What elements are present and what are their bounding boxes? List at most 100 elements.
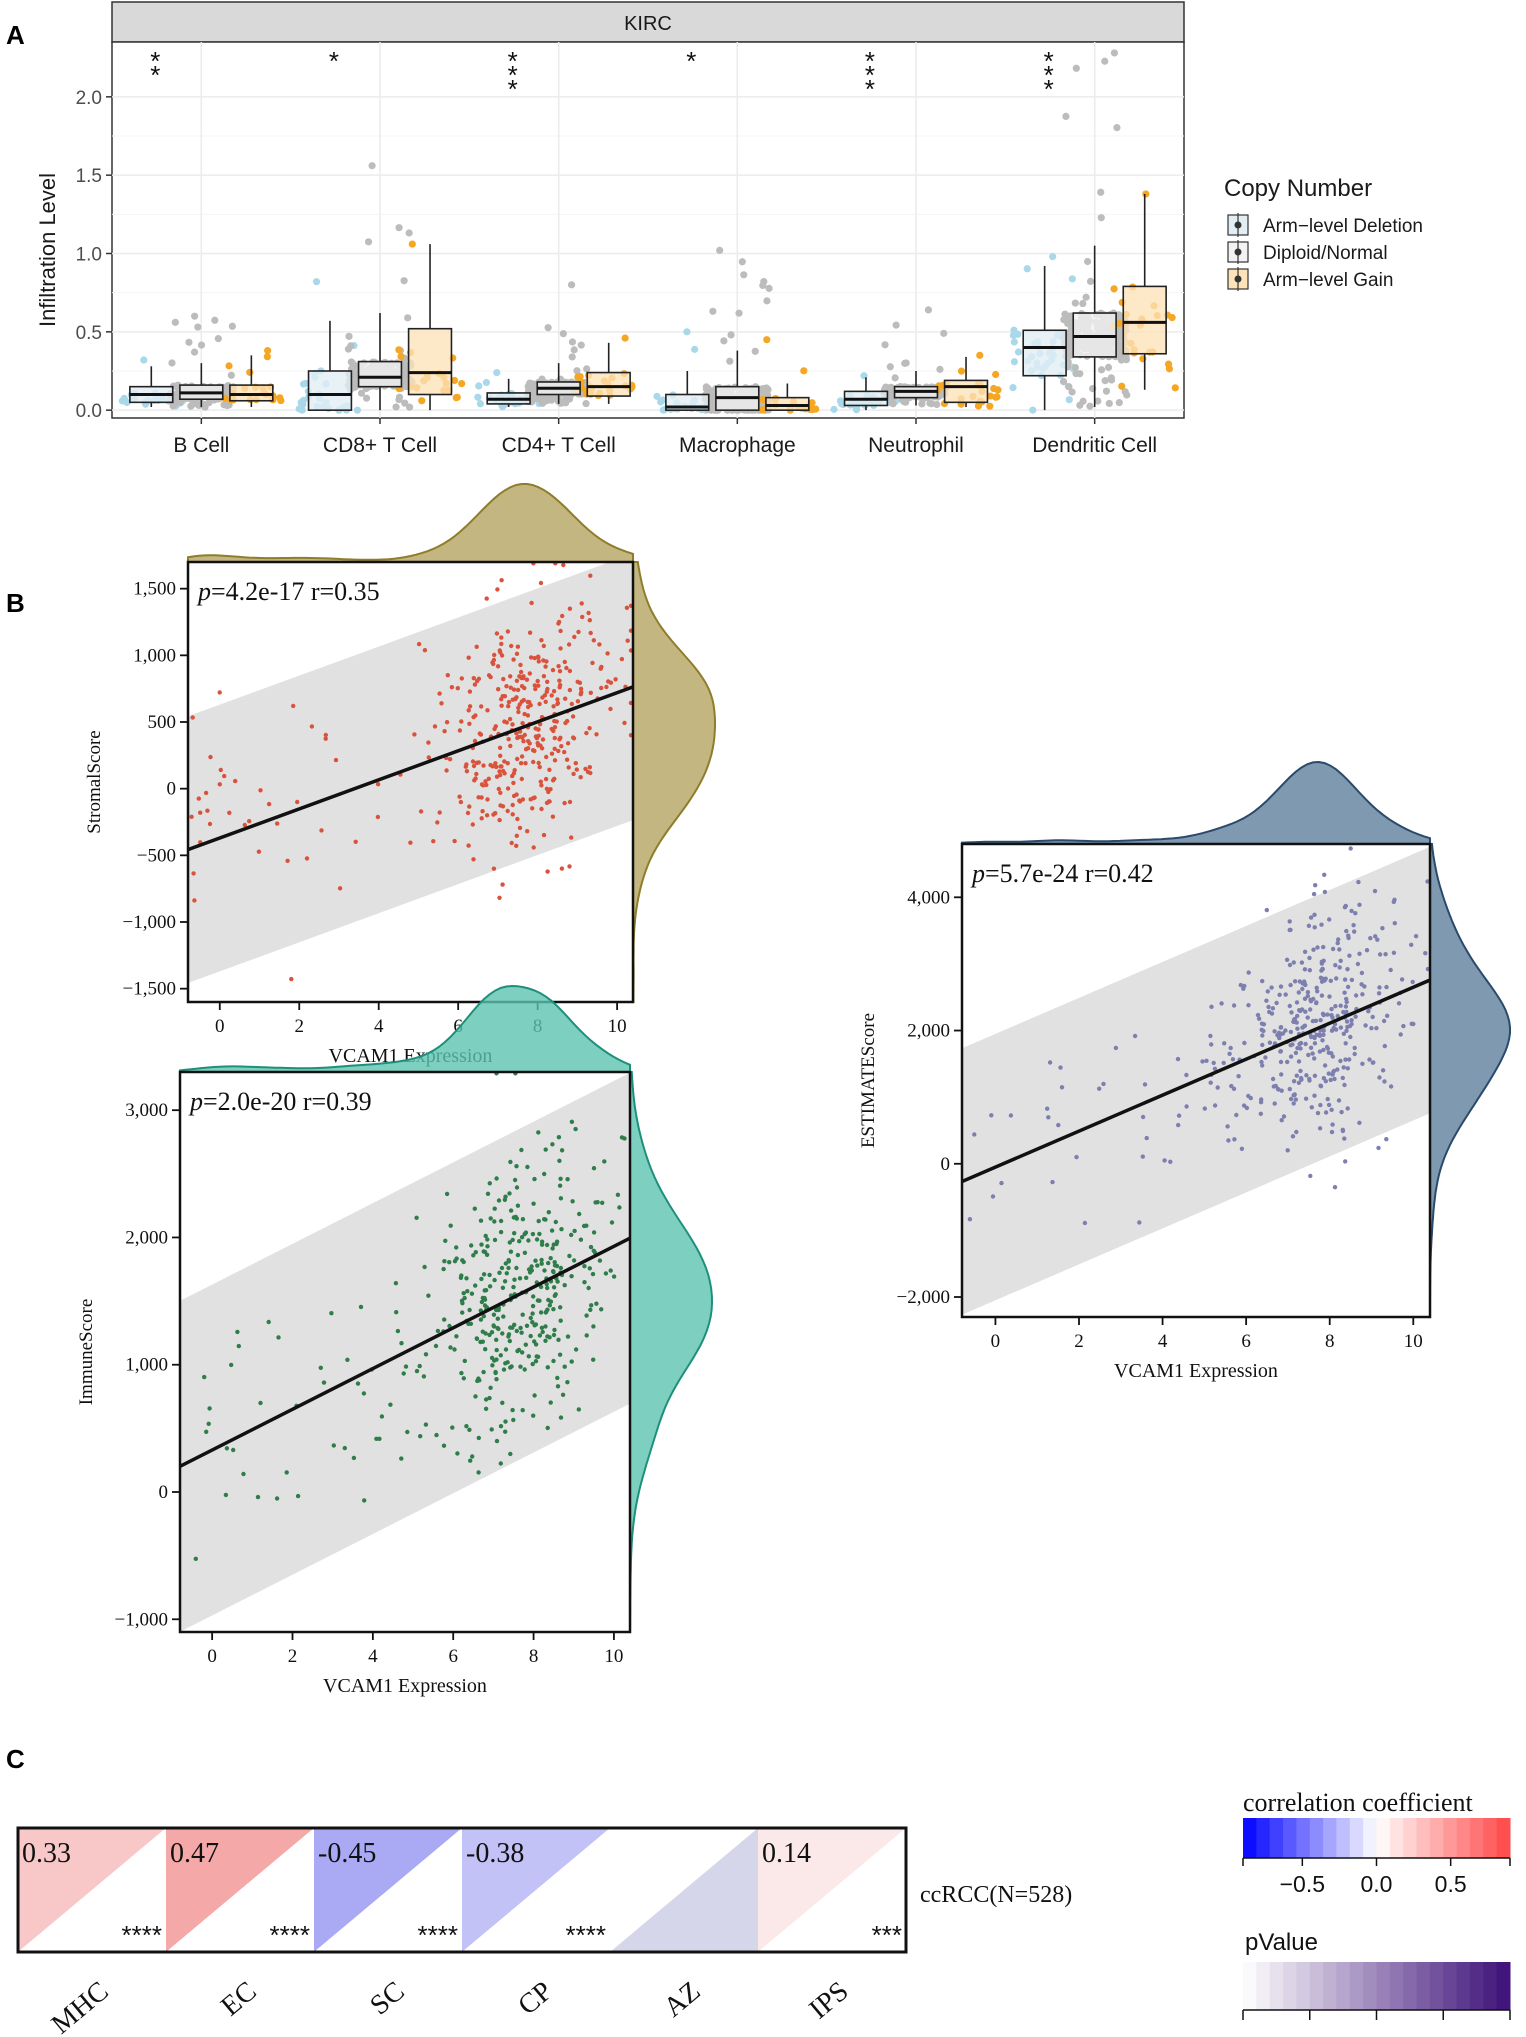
y-tick-label: 2,000 — [125, 1227, 168, 1248]
scatter-point — [1269, 1011, 1275, 1016]
scatter-point — [1380, 1068, 1386, 1073]
scatter-point — [1308, 1173, 1313, 1179]
scatter-point — [494, 1377, 499, 1382]
scatter-point — [463, 764, 468, 769]
scatter-point — [530, 1361, 535, 1367]
scatter-point — [1267, 1040, 1273, 1045]
scatter-point — [1345, 1066, 1351, 1071]
data-point — [539, 394, 547, 402]
scatter-point — [479, 782, 485, 787]
scatter-point — [563, 720, 568, 726]
scatter-point — [1200, 1059, 1205, 1064]
scatter-point — [574, 767, 579, 772]
scatter-point — [528, 655, 534, 660]
data-point — [476, 400, 484, 408]
scatter-point — [1338, 1025, 1344, 1030]
scatter-point — [1374, 1026, 1379, 1031]
scatter-point — [1292, 1016, 1298, 1022]
data-point — [735, 309, 743, 317]
confidence-band — [188, 562, 633, 983]
y-tick-label: 4,000 — [907, 887, 950, 908]
data-point — [405, 229, 413, 237]
scatter-point — [587, 618, 592, 623]
data-point — [482, 378, 490, 387]
scatter-point — [529, 1264, 534, 1269]
scatter-point — [1341, 1031, 1347, 1037]
scatter-point — [1309, 1105, 1315, 1110]
scatter-point — [608, 1268, 613, 1273]
scatter-point — [1336, 937, 1341, 942]
scatter-point — [441, 1443, 447, 1448]
scatter-point — [1423, 951, 1428, 956]
scatter-point — [556, 621, 561, 626]
data-point — [726, 357, 734, 365]
scatter-point — [1258, 1111, 1264, 1117]
scatter-point — [295, 1493, 301, 1499]
scatter-point — [544, 754, 549, 760]
scatter-point — [1328, 1077, 1333, 1083]
scatter-point — [1269, 985, 1274, 990]
scatter-point — [550, 667, 556, 673]
scatter-point — [345, 1357, 350, 1363]
scatter-point — [520, 721, 525, 726]
scatter-point — [518, 761, 524, 766]
scatter-point — [1320, 966, 1325, 972]
scatter-point — [507, 1191, 512, 1196]
significance-star: * — [865, 46, 875, 76]
scatter-point — [1377, 1075, 1382, 1080]
scatter-point — [533, 686, 538, 692]
scatter-point — [1050, 1179, 1055, 1185]
scatter-point — [426, 755, 431, 760]
scatter-point — [530, 1231, 536, 1237]
scatter-point — [432, 724, 438, 729]
scatter-point — [532, 1393, 537, 1398]
scatter-point — [525, 1164, 530, 1170]
scatter-point — [514, 1216, 519, 1221]
scatter-point — [1319, 979, 1325, 984]
scatter-point — [1246, 1003, 1251, 1008]
scatter-point — [499, 1265, 505, 1271]
scatter-point — [1368, 936, 1373, 941]
scatter-point — [455, 1451, 460, 1456]
data-point — [1115, 311, 1123, 319]
x-axis-label: VCAM1 Expression — [323, 1675, 487, 1697]
colorbar-step — [1349, 1962, 1364, 2010]
scatter-point — [457, 794, 462, 799]
scatter-point — [502, 1279, 508, 1284]
scatter-point — [483, 1347, 488, 1352]
scatter-point — [1334, 976, 1339, 981]
scatter-point — [1410, 979, 1415, 985]
scatter-point — [545, 1425, 550, 1431]
scatter-point — [1294, 1020, 1299, 1025]
scatter-point — [460, 1258, 465, 1263]
scatter-point — [467, 689, 473, 694]
data-point — [653, 392, 661, 400]
column-label: IPS — [804, 1976, 855, 2026]
scatter-point — [1246, 970, 1251, 975]
scatter-point — [437, 810, 442, 815]
y-tick-label: −2,000 — [897, 1287, 950, 1308]
data-point — [418, 397, 426, 405]
scatter-point — [482, 1303, 488, 1308]
scatter-point — [1363, 1023, 1368, 1028]
x-axis: B Cell CD8+ T Cell CD4+ T Cell Macrophage Ne… — [173, 418, 1157, 457]
data-point — [765, 284, 773, 292]
data-point — [347, 358, 355, 366]
data-point — [1110, 285, 1118, 293]
scatter-point — [504, 720, 509, 725]
data-point-outlier — [408, 240, 416, 248]
scatter-point — [1324, 1044, 1330, 1050]
correlation-value: 0.33 — [22, 1838, 71, 1869]
scatter-point — [488, 1385, 493, 1391]
scatter-point — [567, 687, 573, 693]
x-tick-label: 0 — [215, 1016, 225, 1037]
data-point — [759, 395, 767, 404]
scatter-point — [506, 704, 511, 709]
scatter-point — [1321, 1047, 1326, 1053]
scatter-point — [569, 1359, 574, 1364]
scatter-point — [435, 1328, 441, 1334]
grid — [112, 42, 1184, 418]
scatter-point — [1339, 1109, 1344, 1115]
scatter-point — [617, 1205, 622, 1210]
legend-swatch-dot — [1234, 275, 1242, 283]
